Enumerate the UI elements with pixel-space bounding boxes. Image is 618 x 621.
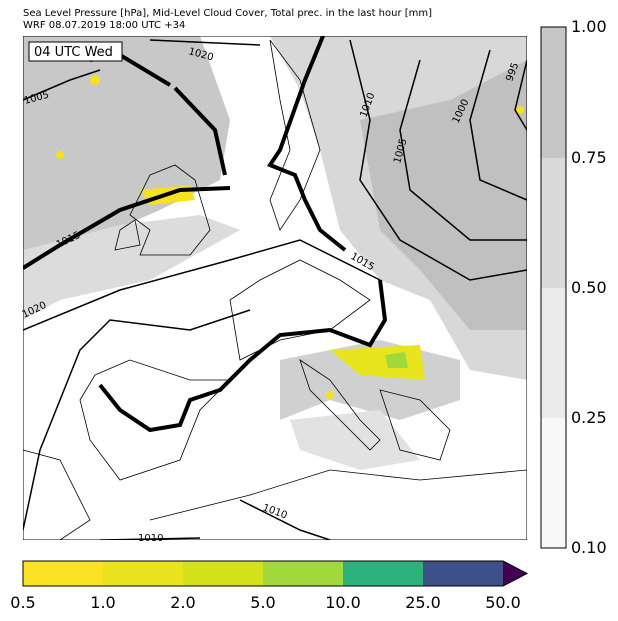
precip-tick-label: 5.0 [250, 593, 275, 612]
precip-tick-label: 25.0 [405, 593, 441, 612]
precip-colorbar [22, 560, 529, 587]
cloud-tick-label: 1.00 [571, 17, 607, 36]
subtitle: WRF 08.07.2019 18:00 UTC +34 [23, 20, 185, 31]
cloud-tick-label: 0.25 [571, 408, 607, 427]
precip-tick-label: 2.0 [170, 593, 195, 612]
cloud-tick-label: 0.50 [571, 278, 607, 297]
title: Sea Level Pressure [hPa], Mid-Level Clou… [23, 8, 432, 19]
time-label: 04 UTC Wed [34, 45, 113, 60]
map-area [23, 36, 527, 540]
cloud-tick-label: 0.75 [571, 148, 607, 167]
precip-tick-label: 0.5 [10, 593, 35, 612]
isobar-label: 1010 [138, 533, 163, 544]
cloud-colorbar [540, 26, 567, 549]
cloud-tick-label: 0.10 [571, 538, 607, 557]
precip-tick-label: 1.0 [90, 593, 115, 612]
time-box [28, 41, 123, 62]
precip-tick-label: 50.0 [485, 593, 521, 612]
precip-tick-label: 10.0 [325, 593, 361, 612]
